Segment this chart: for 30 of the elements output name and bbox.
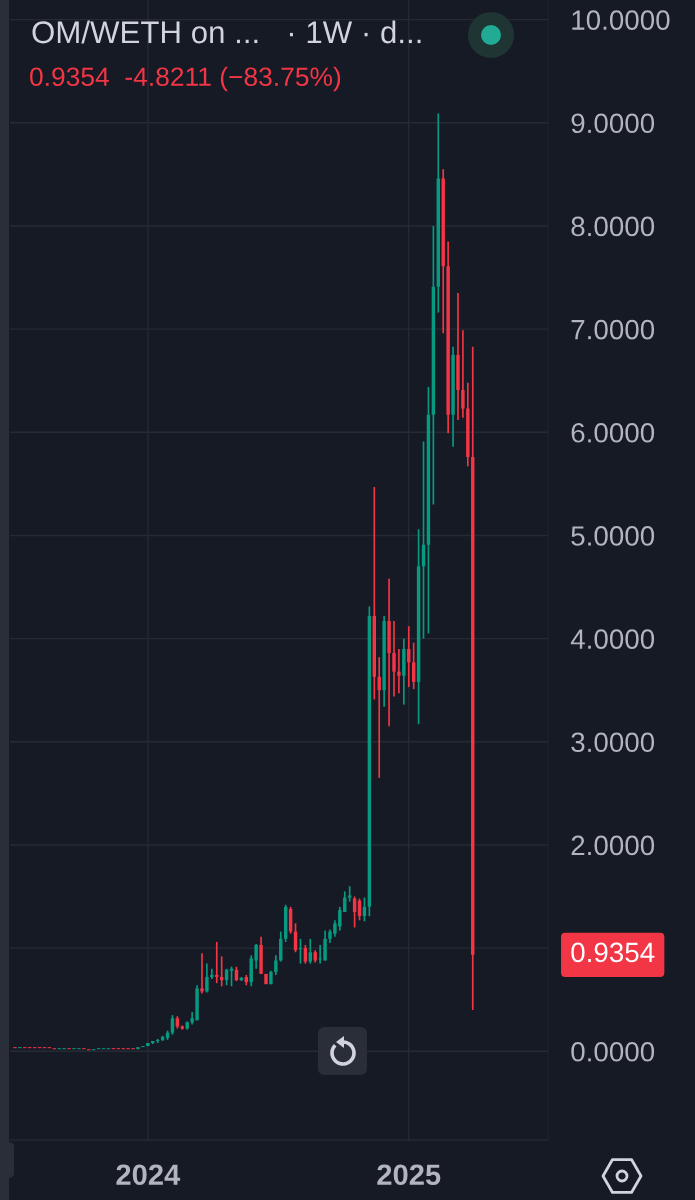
candlestick [146,1043,150,1047]
candlestick [347,885,352,903]
y-tick-label: 3.0000 [571,732,655,753]
candlestick [274,954,278,976]
y-tick-label: 9.0000 [571,113,655,134]
y-tick-label: 4.0000 [570,629,655,649]
y-tick-label: 2.0000 [571,835,655,856]
candlestick [377,656,381,779]
candlestick [205,962,209,994]
y-tick-label: 7.0000 [571,319,655,340]
text: 0.9354 [571,942,655,963]
text: 0.9354 -4.8211 (−83.75%) [30,66,341,92]
y-tick-label: 10.0000 [572,10,670,30]
candlestick [170,1014,175,1036]
y-tick-label: 0.0000 [571,1041,655,1062]
candlestick [210,967,214,980]
x-tick-label: 2024 [116,1164,181,1186]
candlestick [264,973,268,985]
x-tick-label: 2025 [377,1164,441,1186]
y-tick-label: 8.0000 [571,216,655,237]
text: OM/WETH on ... · 1W · d... [32,20,421,44]
candlestick [136,1047,140,1050]
candlestick [303,944,308,965]
candlestick [392,620,396,698]
y-tick-label: 6.0000 [571,422,655,443]
candlestick [461,329,465,419]
y-tick-label: 5.0000 [571,526,655,546]
candlestick [200,952,204,995]
candlestick [397,648,401,695]
candlestick [308,937,313,965]
